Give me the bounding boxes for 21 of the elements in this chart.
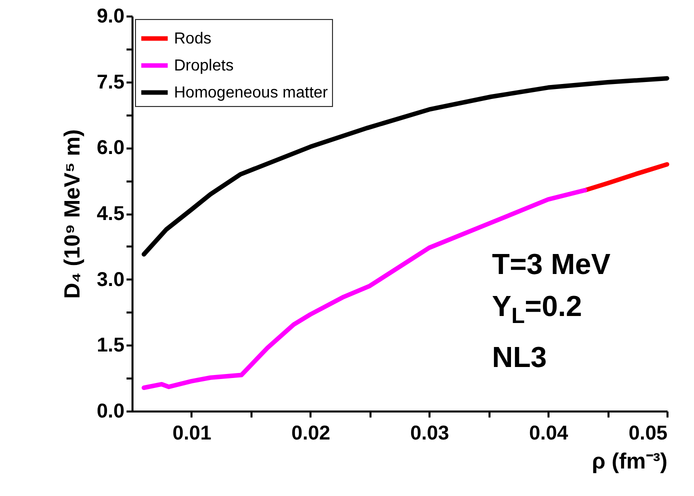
- x-tick-label: 0.01: [172, 422, 212, 444]
- y-tick-label: 3.0: [96, 268, 124, 291]
- x-tick-label: 0.04: [529, 422, 569, 444]
- y-tick-label: 9.0: [96, 6, 124, 28]
- y-tick-label: 6.0: [96, 137, 124, 160]
- annotation: Y$_{L}$=0.2: [492, 290, 584, 330]
- annotation: NL3: [492, 340, 548, 376]
- x-tick-label: 0.03: [410, 422, 450, 444]
- y-axis-title: D₄ (10⁹ MeV⁵ m): [60, 129, 85, 299]
- annotation: T=3 MeV: [492, 248, 610, 283]
- y-tick-label: 7.5: [96, 71, 124, 94]
- legend-label: Rods: [174, 30, 212, 48]
- x-axis-title: ρ (fm⁻³): [592, 448, 668, 474]
- y-tick-label: 1.5: [96, 334, 124, 357]
- x-tick-label: 0.05: [628, 422, 668, 444]
- legend-label: Homogeneous matter: [174, 84, 329, 102]
- x-tick-label: 0.02: [291, 422, 330, 444]
- y-tick-label: 0.0: [96, 400, 124, 422]
- y-tick-label: 4.5: [96, 203, 124, 225]
- line-series: [582, 162, 670, 192]
- legend-label: Droplets: [174, 58, 234, 74]
